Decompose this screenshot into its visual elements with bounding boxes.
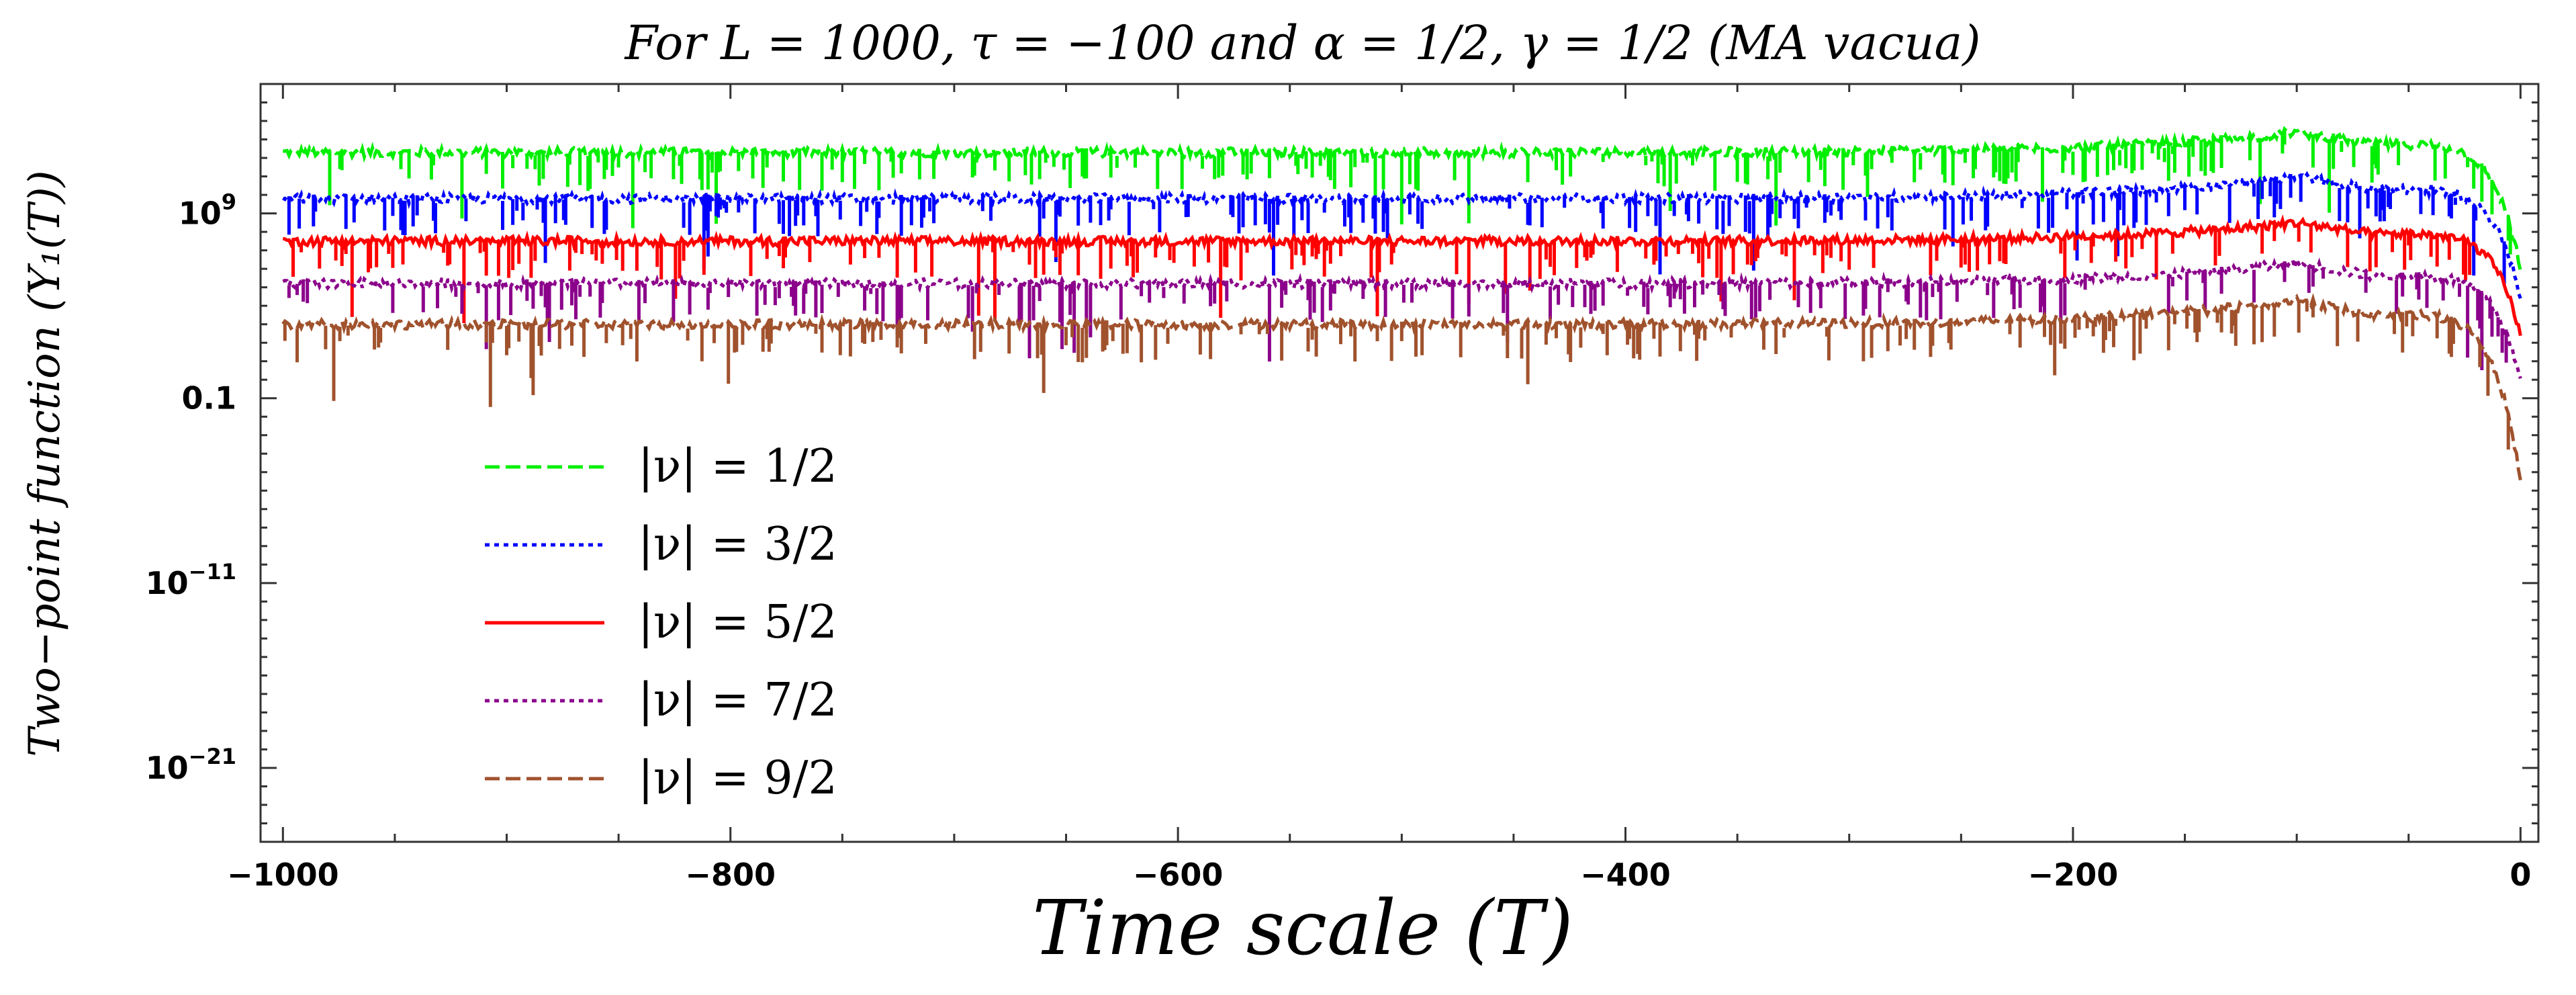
x-tick-label: −600: [1133, 857, 1224, 893]
series-2: [282, 171, 2522, 300]
series-2-spikes: [287, 174, 2506, 285]
series-5: [281, 293, 2522, 481]
x-axis-label: Time scale (T): [1032, 885, 1573, 972]
y-tick-base: 10: [146, 750, 189, 786]
y-tick-base: 0.1: [182, 380, 237, 417]
chart-title: For L = 1000, τ = −100 and α = 1/2, γ = …: [623, 15, 1980, 71]
legend-label: |ν| = 3/2: [638, 518, 837, 571]
y-tick-label: 0.1: [182, 380, 237, 417]
x-tick-label: −400: [1580, 857, 1671, 893]
series-2-line: [282, 171, 2522, 300]
x-tick-label: −1000: [227, 857, 339, 893]
series-1-line: [283, 126, 2522, 271]
x-tick-label: −800: [685, 857, 776, 893]
series-layer: [281, 126, 2522, 481]
series-1: [283, 126, 2522, 271]
legend-entry-2: |ν| = 3/2: [485, 518, 837, 571]
y-tick-label: 109: [179, 189, 236, 232]
series-3-line: [282, 214, 2522, 337]
y-tick-base: 10: [146, 565, 189, 601]
y-tick-exponent: 9: [222, 189, 236, 215]
x-axis-ticks: −1000 −800 −600 −400 −200 0: [227, 84, 2531, 893]
series-4-spikes: [287, 261, 2508, 370]
legend-entry-3: |ν| = 5/2: [485, 596, 837, 649]
series-3-spikes: [291, 222, 2472, 323]
series-1-spikes: [328, 129, 2512, 255]
y-tick-exponent: −11: [189, 559, 236, 585]
y-tick-exponent: −21: [189, 744, 236, 769]
legend-label: |ν| = 9/2: [638, 752, 837, 805]
series-4-line: [282, 253, 2522, 379]
legend-entry-1: |ν| = 1/2: [485, 440, 837, 493]
series-5-spikes: [283, 298, 2510, 450]
legend-entry-4: |ν| = 7/2: [485, 674, 837, 727]
plot-frame: [259, 83, 2540, 843]
y-tick-label: 10−11: [146, 559, 236, 601]
x-tick-label: −200: [2028, 857, 2119, 893]
series-4: [282, 253, 2522, 379]
x-tick-label: 0: [2510, 857, 2531, 893]
legend-label: |ν| = 7/2: [638, 674, 837, 727]
y-tick-label: 10−21: [146, 744, 236, 786]
y-axis-label: Two−point function (Y₁(T)): [20, 170, 70, 756]
series-3: [282, 214, 2522, 337]
legend: |ν| = 1/2 |ν| = 3/2 |ν| = 5/2 |ν| = 7/2 |ν| …: [485, 440, 837, 805]
y-tick-base: 10: [179, 196, 222, 232]
legend-label: |ν| = 5/2: [638, 596, 837, 649]
legend-entry-5: |ν| = 9/2: [485, 752, 837, 805]
legend-label: |ν| = 1/2: [638, 440, 837, 493]
